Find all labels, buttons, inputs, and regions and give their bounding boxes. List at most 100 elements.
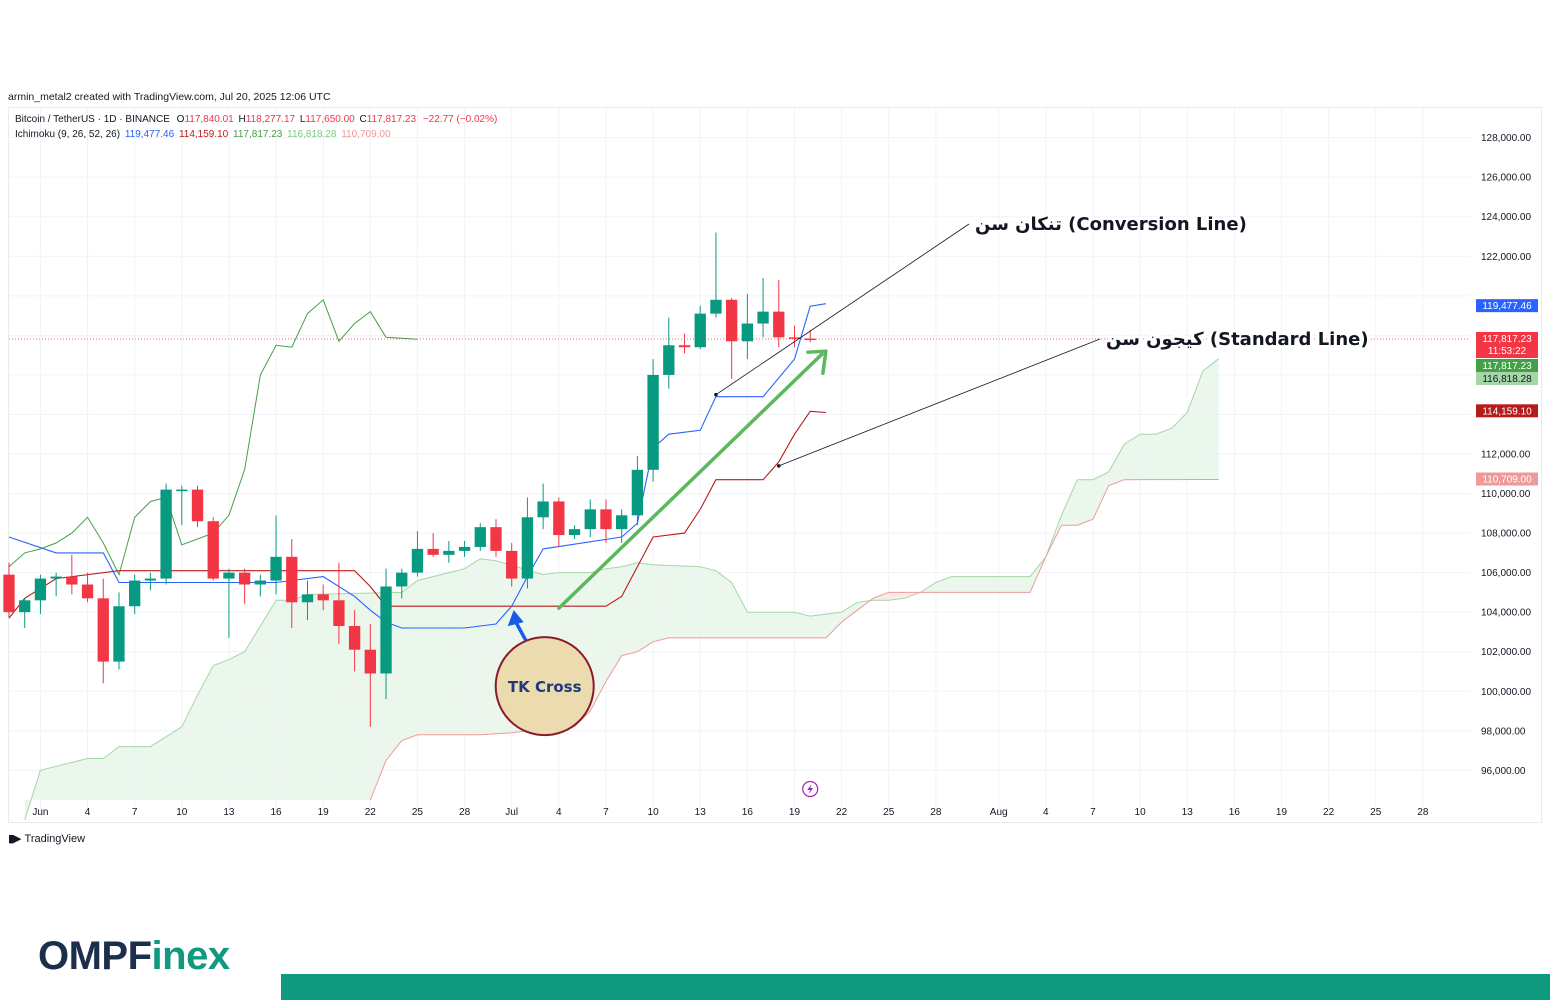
indicator-value-span-a: 116,818.28 xyxy=(287,129,337,140)
x-tick-label: 28 xyxy=(459,807,471,818)
x-tick-label: 10 xyxy=(1135,807,1147,818)
base-callout-anchor-dot xyxy=(776,464,781,468)
y-tick-label: 126,000.00 xyxy=(1481,173,1531,184)
ichimoku-cloud xyxy=(24,358,1219,820)
candle-body xyxy=(537,501,549,518)
candle-body xyxy=(317,594,329,601)
x-tick-label: 22 xyxy=(836,807,848,818)
cloud-segment xyxy=(401,580,418,741)
cloud-segment xyxy=(621,562,638,656)
indicator-value-base: 114,159.10 xyxy=(178,129,229,140)
candle-body xyxy=(254,580,267,585)
cloud-segment xyxy=(448,568,465,735)
candle xyxy=(34,574,47,615)
footer-accent-bar xyxy=(281,974,1550,1000)
ohlc-open-label: O xyxy=(176,114,185,125)
cloud-segment xyxy=(260,600,277,800)
y-tick-label: 108,000.00 xyxy=(1481,529,1531,540)
candle xyxy=(757,278,769,338)
x-tick-label: 22 xyxy=(365,807,377,818)
candle xyxy=(176,485,188,526)
y-tick-label: 96,000.00 xyxy=(1481,766,1526,777)
x-tick-label: 19 xyxy=(318,807,330,818)
x-tick-label: Jun xyxy=(32,807,48,818)
candle xyxy=(521,497,534,589)
x-tick-label: Jul xyxy=(505,807,518,818)
cloud-segment xyxy=(935,576,952,593)
leading-span-b-line xyxy=(369,479,1219,801)
conversion-callout-anchor-dot xyxy=(714,392,718,397)
x-tick-label: 28 xyxy=(1417,807,1429,818)
candle xyxy=(66,554,78,595)
candle xyxy=(788,325,801,348)
candle-body xyxy=(678,345,691,348)
candle xyxy=(663,317,675,389)
candle xyxy=(427,533,439,557)
cloud-segment xyxy=(967,576,983,593)
cloud-segment xyxy=(433,572,449,735)
x-tick-label: 10 xyxy=(176,807,188,818)
cloud-segment xyxy=(150,736,167,800)
ohlc-low-label: L xyxy=(299,114,306,125)
cloud-segment xyxy=(715,570,732,638)
price-label-text: 110,709.00 xyxy=(1482,475,1532,486)
x-tick-label: 7 xyxy=(603,807,609,818)
x-tick-label: 13 xyxy=(1182,807,1194,818)
candle-body xyxy=(270,556,282,581)
y-tick-label: 106,000.00 xyxy=(1481,568,1531,579)
x-tick-label: 25 xyxy=(883,807,895,818)
cloud-segment xyxy=(747,612,764,638)
trend-arrow-line xyxy=(557,352,824,610)
candle-body xyxy=(773,311,785,338)
cloud-segment xyxy=(56,762,72,800)
cloud-segment xyxy=(1187,371,1203,480)
indicator-title: Ichimoku (9, 26, 52, 26) xyxy=(15,129,121,140)
candle-body xyxy=(616,515,628,530)
candle xyxy=(694,305,706,350)
cloud-segment xyxy=(1108,444,1125,486)
candle xyxy=(616,509,628,543)
cloud-segment xyxy=(1093,471,1109,520)
price-label: 110,709.00 xyxy=(1476,472,1538,486)
candle xyxy=(129,574,141,615)
candle xyxy=(3,562,15,619)
chart-panel[interactable] xyxy=(8,107,1542,823)
candle xyxy=(710,232,722,318)
cloud-segment xyxy=(794,612,811,638)
cloud-segment xyxy=(354,593,371,800)
cloud-segment xyxy=(213,659,229,800)
candle xyxy=(584,499,596,538)
price-label: 116,818.28 xyxy=(1476,371,1538,385)
cloud-segment xyxy=(40,766,57,800)
candle xyxy=(804,329,816,343)
candle-body xyxy=(333,600,345,627)
brand-logo-accent: inex xyxy=(151,934,231,978)
candle xyxy=(270,515,282,595)
tradingview-watermark: ▮▶ TradingView xyxy=(8,832,85,846)
candle xyxy=(490,519,502,557)
cloud-segment xyxy=(228,651,245,800)
x-tick-label: 16 xyxy=(271,807,283,818)
base-callout-label: کیجون سن (Standard Line) xyxy=(1106,329,1369,350)
cloud-segment xyxy=(166,726,182,800)
candle xyxy=(380,568,392,700)
candle xyxy=(238,568,251,605)
candle-body xyxy=(3,574,15,613)
cloud-segment xyxy=(1155,428,1172,480)
ohlc-open: 117,840.01 xyxy=(184,114,234,125)
cloud-segment xyxy=(590,568,606,711)
cloud-segment xyxy=(464,558,481,735)
cloud-segment xyxy=(1171,412,1188,480)
conversion-callout-leader xyxy=(715,223,970,396)
candle-body xyxy=(113,606,125,662)
x-tick-label: 16 xyxy=(1229,807,1241,818)
chart-credit: armin_metal2 created with TradingView.co… xyxy=(8,91,331,103)
indicator-value-span-b: 110,709.00 xyxy=(341,129,391,140)
price-label-text: 119,477.46 xyxy=(1482,301,1532,312)
cloud-segment xyxy=(653,564,669,642)
candle-body xyxy=(286,556,298,603)
x-axis: Jun 4 7 10 13 16 19 22 25 28 Jul 4 7 10 13 16 19 22 25 28 Au… xyxy=(32,807,1429,818)
ohlc-high: 118,277.17 xyxy=(245,114,296,125)
candle xyxy=(553,497,565,547)
